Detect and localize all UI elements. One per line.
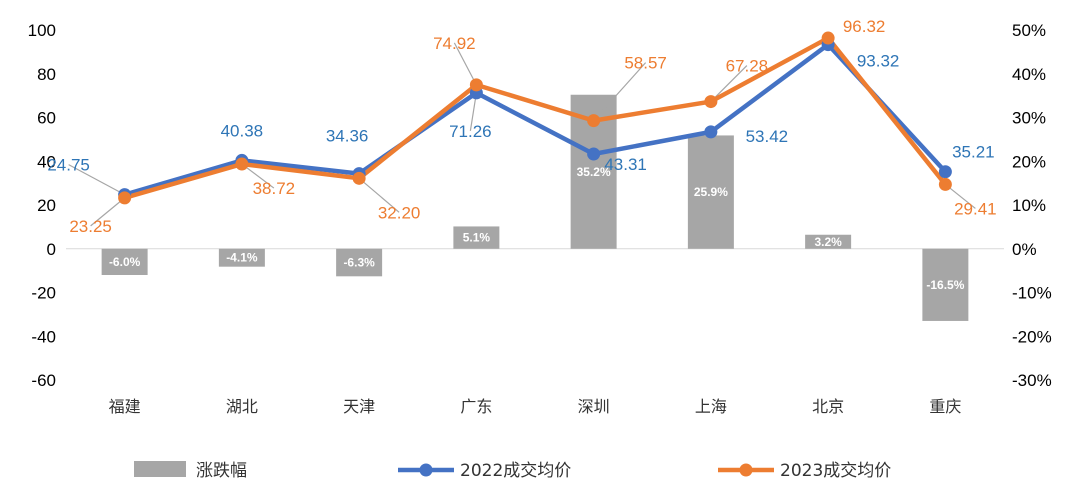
leader-line: [453, 42, 477, 86]
value-label: 34.36: [326, 127, 369, 146]
category-label: 湖北: [226, 397, 258, 416]
category-label: 天津: [343, 397, 375, 416]
value-label: 35.21: [952, 143, 995, 162]
bar: [336, 248, 383, 277]
series-line: [122, 35, 948, 201]
left-tick-label: 40: [37, 152, 56, 171]
series-marker: [352, 171, 366, 185]
value-label: 67.28: [726, 57, 769, 76]
right-tick-label: 50%: [1012, 21, 1046, 40]
bar: [453, 226, 500, 249]
bar-label: 35.2%: [577, 165, 611, 179]
leader-lines: [68, 42, 976, 227]
bar-label: 3.2%: [814, 235, 842, 249]
value-label: 71.26: [449, 122, 492, 141]
right-axis: 50% 40% 30% 20% 10% 0% -10% -20% -30%: [1012, 21, 1052, 390]
left-tick-label: 80: [37, 65, 56, 84]
value-label: 24.75: [47, 156, 90, 175]
series-marker: [235, 157, 249, 171]
leader-line: [90, 197, 126, 227]
right-tick-label: 20%: [1012, 152, 1046, 171]
bar: [805, 234, 852, 249]
legend-bar-swatch: [134, 461, 186, 477]
value-labels: 24.75 40.38 34.36 71.26 43.31 53.42 93.32 35.21…: [47, 17, 996, 236]
left-tick-label: 0: [47, 240, 56, 259]
leader-line: [241, 163, 275, 189]
value-label: 43.31: [604, 155, 647, 174]
leader-line: [358, 177, 400, 213]
category-label: 上海: [695, 397, 727, 416]
value-label: 96.32: [843, 17, 886, 36]
bar-label: 5.1%: [463, 231, 491, 245]
series-marker: [938, 165, 952, 179]
legend-series-label: 2022成交均价: [460, 461, 571, 481]
bar: [218, 248, 265, 267]
series-marker: [587, 114, 601, 128]
value-label: 74.92: [433, 34, 476, 53]
left-tick-label: -40: [31, 327, 56, 346]
right-tick-label: 10%: [1012, 196, 1046, 215]
bar-label: -6.3%: [343, 256, 375, 270]
legend: 涨跌幅 2022成交均价 2023成交均价: [134, 461, 891, 481]
series-marker: [704, 95, 718, 109]
value-label: 40.38: [221, 121, 264, 140]
right-tick-label: -20%: [1012, 327, 1052, 346]
bar-label: -6.0%: [109, 255, 141, 269]
legend-series-label: 2023成交均价: [780, 461, 891, 481]
series-marker: [821, 31, 835, 45]
right-tick-label: 40%: [1012, 65, 1046, 84]
value-label: 53.42: [746, 127, 789, 146]
series-line: [122, 42, 948, 197]
leader-line: [593, 62, 647, 122]
legend-bar-label: 涨跌幅: [196, 461, 247, 481]
category-label: 深圳: [578, 397, 610, 416]
series-marker: [938, 177, 952, 191]
series-marker: [704, 125, 718, 139]
bar: [101, 248, 148, 275]
left-tick-label: -20: [31, 284, 56, 303]
category-axis: 福建 湖北 天津 广东 深圳 上海 北京 重庆: [109, 397, 962, 416]
value-label: 29.41: [954, 199, 997, 218]
bar-series: [101, 94, 969, 321]
value-label: 32.20: [378, 203, 421, 222]
right-tick-label: 0%: [1012, 240, 1037, 259]
line-series: [118, 31, 952, 205]
leader-line: [68, 164, 125, 196]
category-label: 重庆: [929, 397, 961, 416]
left-tick-label: 100: [28, 21, 56, 40]
leader-line: [710, 65, 748, 102]
bar: [922, 248, 969, 321]
series-marker: [587, 147, 601, 161]
bar: [687, 135, 734, 249]
value-label: 93.32: [857, 52, 900, 71]
series-marker: [118, 191, 132, 205]
legend-marker: [419, 463, 433, 477]
series-marker: [469, 78, 483, 92]
left-tick-label: -60: [31, 371, 56, 390]
right-tick-label: -30%: [1012, 371, 1052, 390]
left-tick-label: 60: [37, 109, 56, 128]
legend-marker: [739, 463, 753, 477]
right-tick-label: 30%: [1012, 109, 1046, 128]
bar-label: -16.5%: [926, 278, 964, 292]
bar-label: -4.1%: [226, 251, 258, 265]
category-label: 广东: [460, 397, 492, 416]
bar-labels: -6.0% -4.1% -6.3% 5.1% 35.2% 25.9% 3.2% -16.5%: [109, 165, 965, 292]
category-label: 北京: [812, 397, 844, 416]
bar-label: 25.9%: [694, 185, 728, 199]
left-tick-label: 20: [37, 196, 56, 215]
left-axis: 100 80 60 40 20 0 -20 -40 -60: [28, 21, 56, 390]
value-label: 23.25: [69, 217, 112, 236]
value-label: 58.57: [624, 54, 667, 73]
value-label: 38.72: [253, 179, 296, 198]
category-label: 福建: [109, 397, 141, 416]
right-tick-label: -10%: [1012, 284, 1052, 303]
